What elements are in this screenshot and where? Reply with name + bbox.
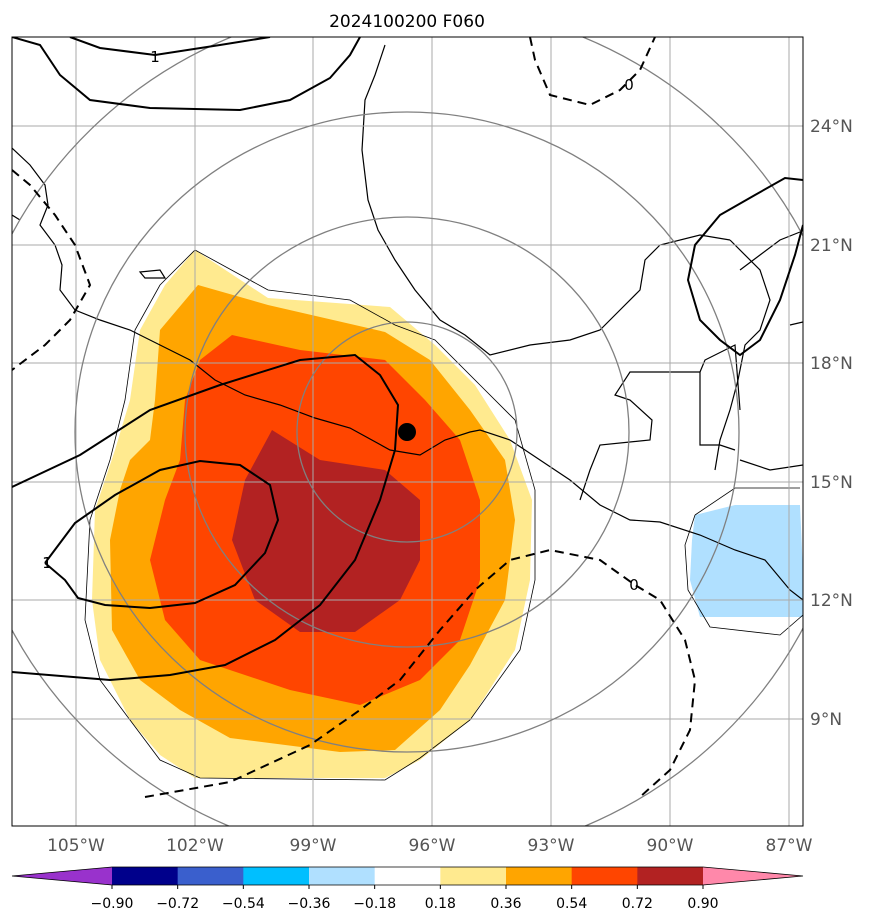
coastline-baja — [12, 214, 167, 279]
colorbar-tick-label: −0.18 — [353, 896, 396, 912]
distance-rings — [12, 37, 803, 826]
storm-center-marker — [398, 423, 416, 441]
coastline-mexico-west — [12, 147, 511, 456]
contour-label-negative: 0 — [624, 76, 634, 94]
colorbar-tick-label: 0.72 — [622, 896, 653, 912]
colorbar-tick-label: 0.54 — [556, 896, 587, 912]
colorbar-tick-label: −0.90 — [91, 896, 134, 912]
border-guatemala — [579, 371, 736, 501]
coastline-honduras — [739, 459, 803, 471]
lat-labels: 24°N 21°N 18°N 15°N 12°N 9°N — [810, 117, 853, 730]
border-belize — [699, 344, 741, 411]
contour-label-left: 1 — [42, 554, 52, 572]
lat-label: 15°N — [810, 473, 853, 493]
lat-label: 9°N — [810, 710, 842, 730]
colorbar-segment — [506, 867, 573, 885]
colorbar-segment — [571, 867, 638, 885]
lon-labels: 105°W 102°W 99°W 96°W 93°W 90°W 87°W — [47, 836, 813, 856]
lat-label: 12°N — [810, 591, 853, 611]
colorbar-segment — [177, 867, 244, 885]
coastline-gulf — [361, 44, 731, 356]
colorbar-tick-label: 0.18 — [425, 896, 456, 912]
shade-neg018 — [690, 505, 803, 617]
lat-label: 24°N — [810, 117, 853, 137]
map-area — [12, 37, 803, 826]
graticule — [12, 37, 803, 826]
lat-label: 21°N — [810, 236, 853, 256]
colorbar-segment — [309, 867, 376, 885]
colorbar-tick-label: 0.36 — [490, 896, 521, 912]
colorbar-segment — [637, 867, 704, 885]
lon-label: 93°W — [528, 836, 575, 856]
lon-label: 90°W — [647, 836, 694, 856]
lon-label: 105°W — [47, 836, 105, 856]
outline-contour-east — [684, 487, 803, 636]
colorbar-tick-label: −0.36 — [288, 896, 331, 912]
shade-072 — [232, 430, 420, 632]
outline-contour — [84, 249, 536, 781]
coastline-pacific-ca — [509, 439, 803, 601]
colorbar-extend-low — [12, 867, 112, 885]
lon-label: 102°W — [166, 836, 224, 856]
colorbar: −0.90 −0.72 −0.54 −0.36 −0.18 0.18 0.36 0.54 0.7… — [11, 866, 804, 912]
colorbar-extend-high — [703, 867, 803, 885]
colorbar-tick-label: −0.54 — [222, 896, 265, 912]
colorbar-segment — [112, 867, 179, 885]
map-title: 2024100200 F060 — [329, 12, 485, 32]
contour-label-positive: 1 — [150, 48, 160, 66]
coastline-cuba — [739, 231, 803, 326]
colorbar-segment — [243, 867, 310, 885]
lon-label: 87°W — [766, 836, 813, 856]
colorbar-tick-label: 0.90 — [687, 896, 718, 912]
contour-label-negative: 0 — [629, 576, 639, 594]
lat-label: 18°N — [810, 354, 853, 374]
coastline-yucatan — [714, 239, 771, 471]
lon-label: 99°W — [290, 836, 337, 856]
positive-contours — [12, 37, 803, 682]
colorbar-segment — [440, 867, 507, 885]
lon-label: 96°W — [409, 836, 456, 856]
negative-contours — [12, 37, 697, 798]
map-frame — [11, 36, 804, 827]
colorbar-segment — [374, 867, 441, 885]
colorbar-tick-label: −0.72 — [156, 896, 199, 912]
